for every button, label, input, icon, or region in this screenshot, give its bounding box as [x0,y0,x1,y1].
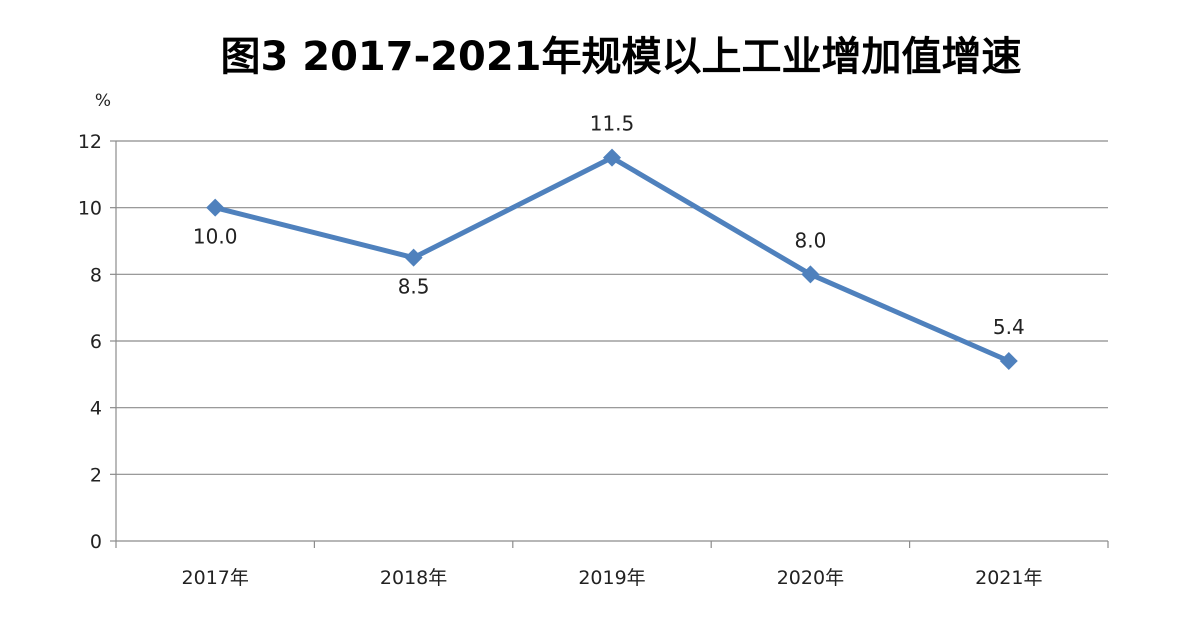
data-point-marker [404,248,423,267]
data-label: 11.5 [590,112,635,136]
axes [110,140,1109,548]
chart-title: 图3 2017-2021年规模以上工业增加值增速 [220,34,1021,80]
x-tick-labels: 2017年 2018年 2019年 2020年 2021年 [182,567,1043,589]
y-tick-label: 12 [78,131,102,153]
data-label: 10.0 [193,225,238,249]
y-tick-label: 10 [78,198,102,220]
series [206,148,1018,370]
y-axis-unit-label: % [95,91,111,111]
data-label: 5.4 [993,315,1025,339]
y-tick-label: 4 [90,398,102,420]
data-point-marker [801,265,820,284]
x-tick-label: 2017年 [182,567,249,589]
x-tick-label: 2021年 [975,567,1042,589]
data-point-marker [206,198,225,217]
data-label: 8.5 [398,275,430,299]
y-tick-label: 2 [90,464,102,486]
gridlines [116,140,1108,475]
series-line [212,155,1012,364]
y-tick-label: 8 [90,264,102,286]
data-point-marker [999,352,1018,370]
data-label: 8.0 [794,228,826,252]
x-tick-label: 2020年 [777,567,844,589]
x-tick-label: 2019年 [578,567,645,589]
data-labels: 10.0 8.5 11.5 8.0 5.4 [193,112,1025,339]
x-tick-label: 2018年 [380,567,447,589]
y-tick-label: 0 [90,531,102,553]
y-tick-label: 6 [90,331,102,353]
data-point-marker [603,148,621,167]
y-tick-labels: 0 2 4 6 8 10 12 [78,131,102,553]
